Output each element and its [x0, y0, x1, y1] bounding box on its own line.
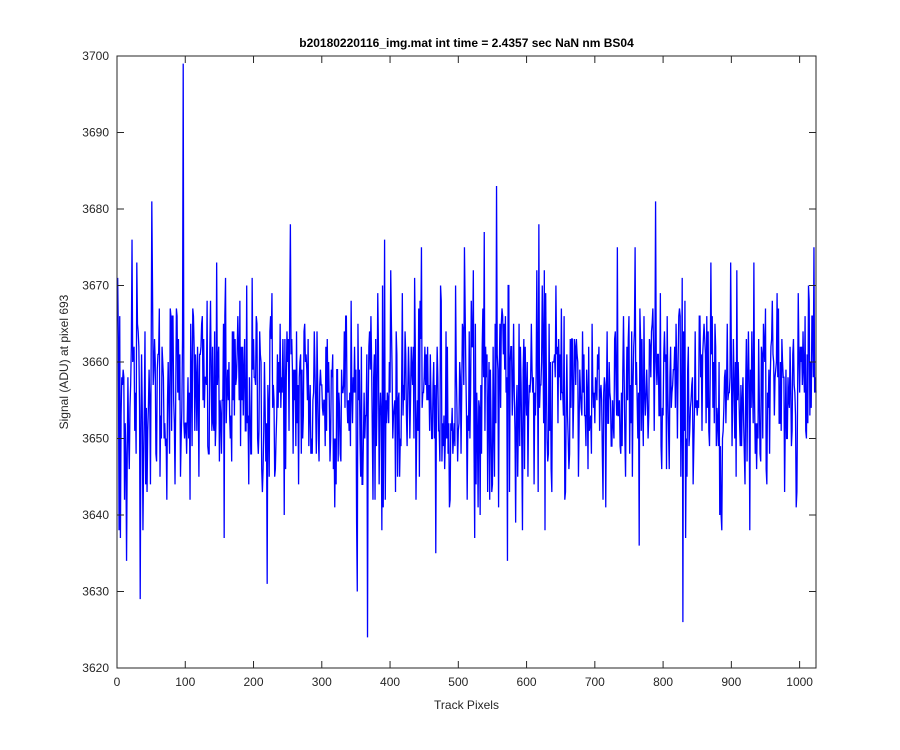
y-tick-label: 3690: [82, 126, 109, 140]
y-axis-ticks: 3620 3630 3640 3650 3660 3670 3680 3690 3700: [82, 49, 816, 675]
x-tick-label: 300: [312, 675, 332, 689]
x-tick-label: 600: [517, 675, 537, 689]
y-axis-label: Signal (ADU) at pixel 693: [57, 294, 71, 429]
y-tick-label: 3650: [82, 432, 109, 446]
y-tick-label: 3630: [82, 585, 109, 599]
x-tick-label: 400: [380, 675, 400, 689]
y-tick-label: 3660: [82, 355, 109, 369]
x-axis-label: Track Pixels: [434, 698, 499, 712]
chart-title: b20180220116_img.mat int time = 2.4357 s…: [299, 36, 634, 50]
x-tick-label: 200: [244, 675, 264, 689]
x-tick-label: 700: [585, 675, 605, 689]
y-tick-label: 3700: [82, 49, 109, 63]
signal-series-line: [117, 63, 817, 638]
x-tick-label: 500: [448, 675, 468, 689]
x-tick-label: 0: [114, 675, 121, 689]
x-axis-ticks: 0 100 200 300 400 500 600 700 800 900 1000: [114, 56, 813, 689]
x-tick-label: 900: [721, 675, 741, 689]
x-tick-label: 100: [175, 675, 195, 689]
x-tick-label: 800: [653, 675, 673, 689]
y-tick-label: 3680: [82, 202, 109, 216]
y-tick-label: 3640: [82, 508, 109, 522]
x-tick-label: 1000: [786, 675, 813, 689]
y-tick-label: 3670: [82, 279, 109, 293]
y-tick-label: 3620: [82, 661, 109, 675]
series-layer: [117, 63, 817, 638]
